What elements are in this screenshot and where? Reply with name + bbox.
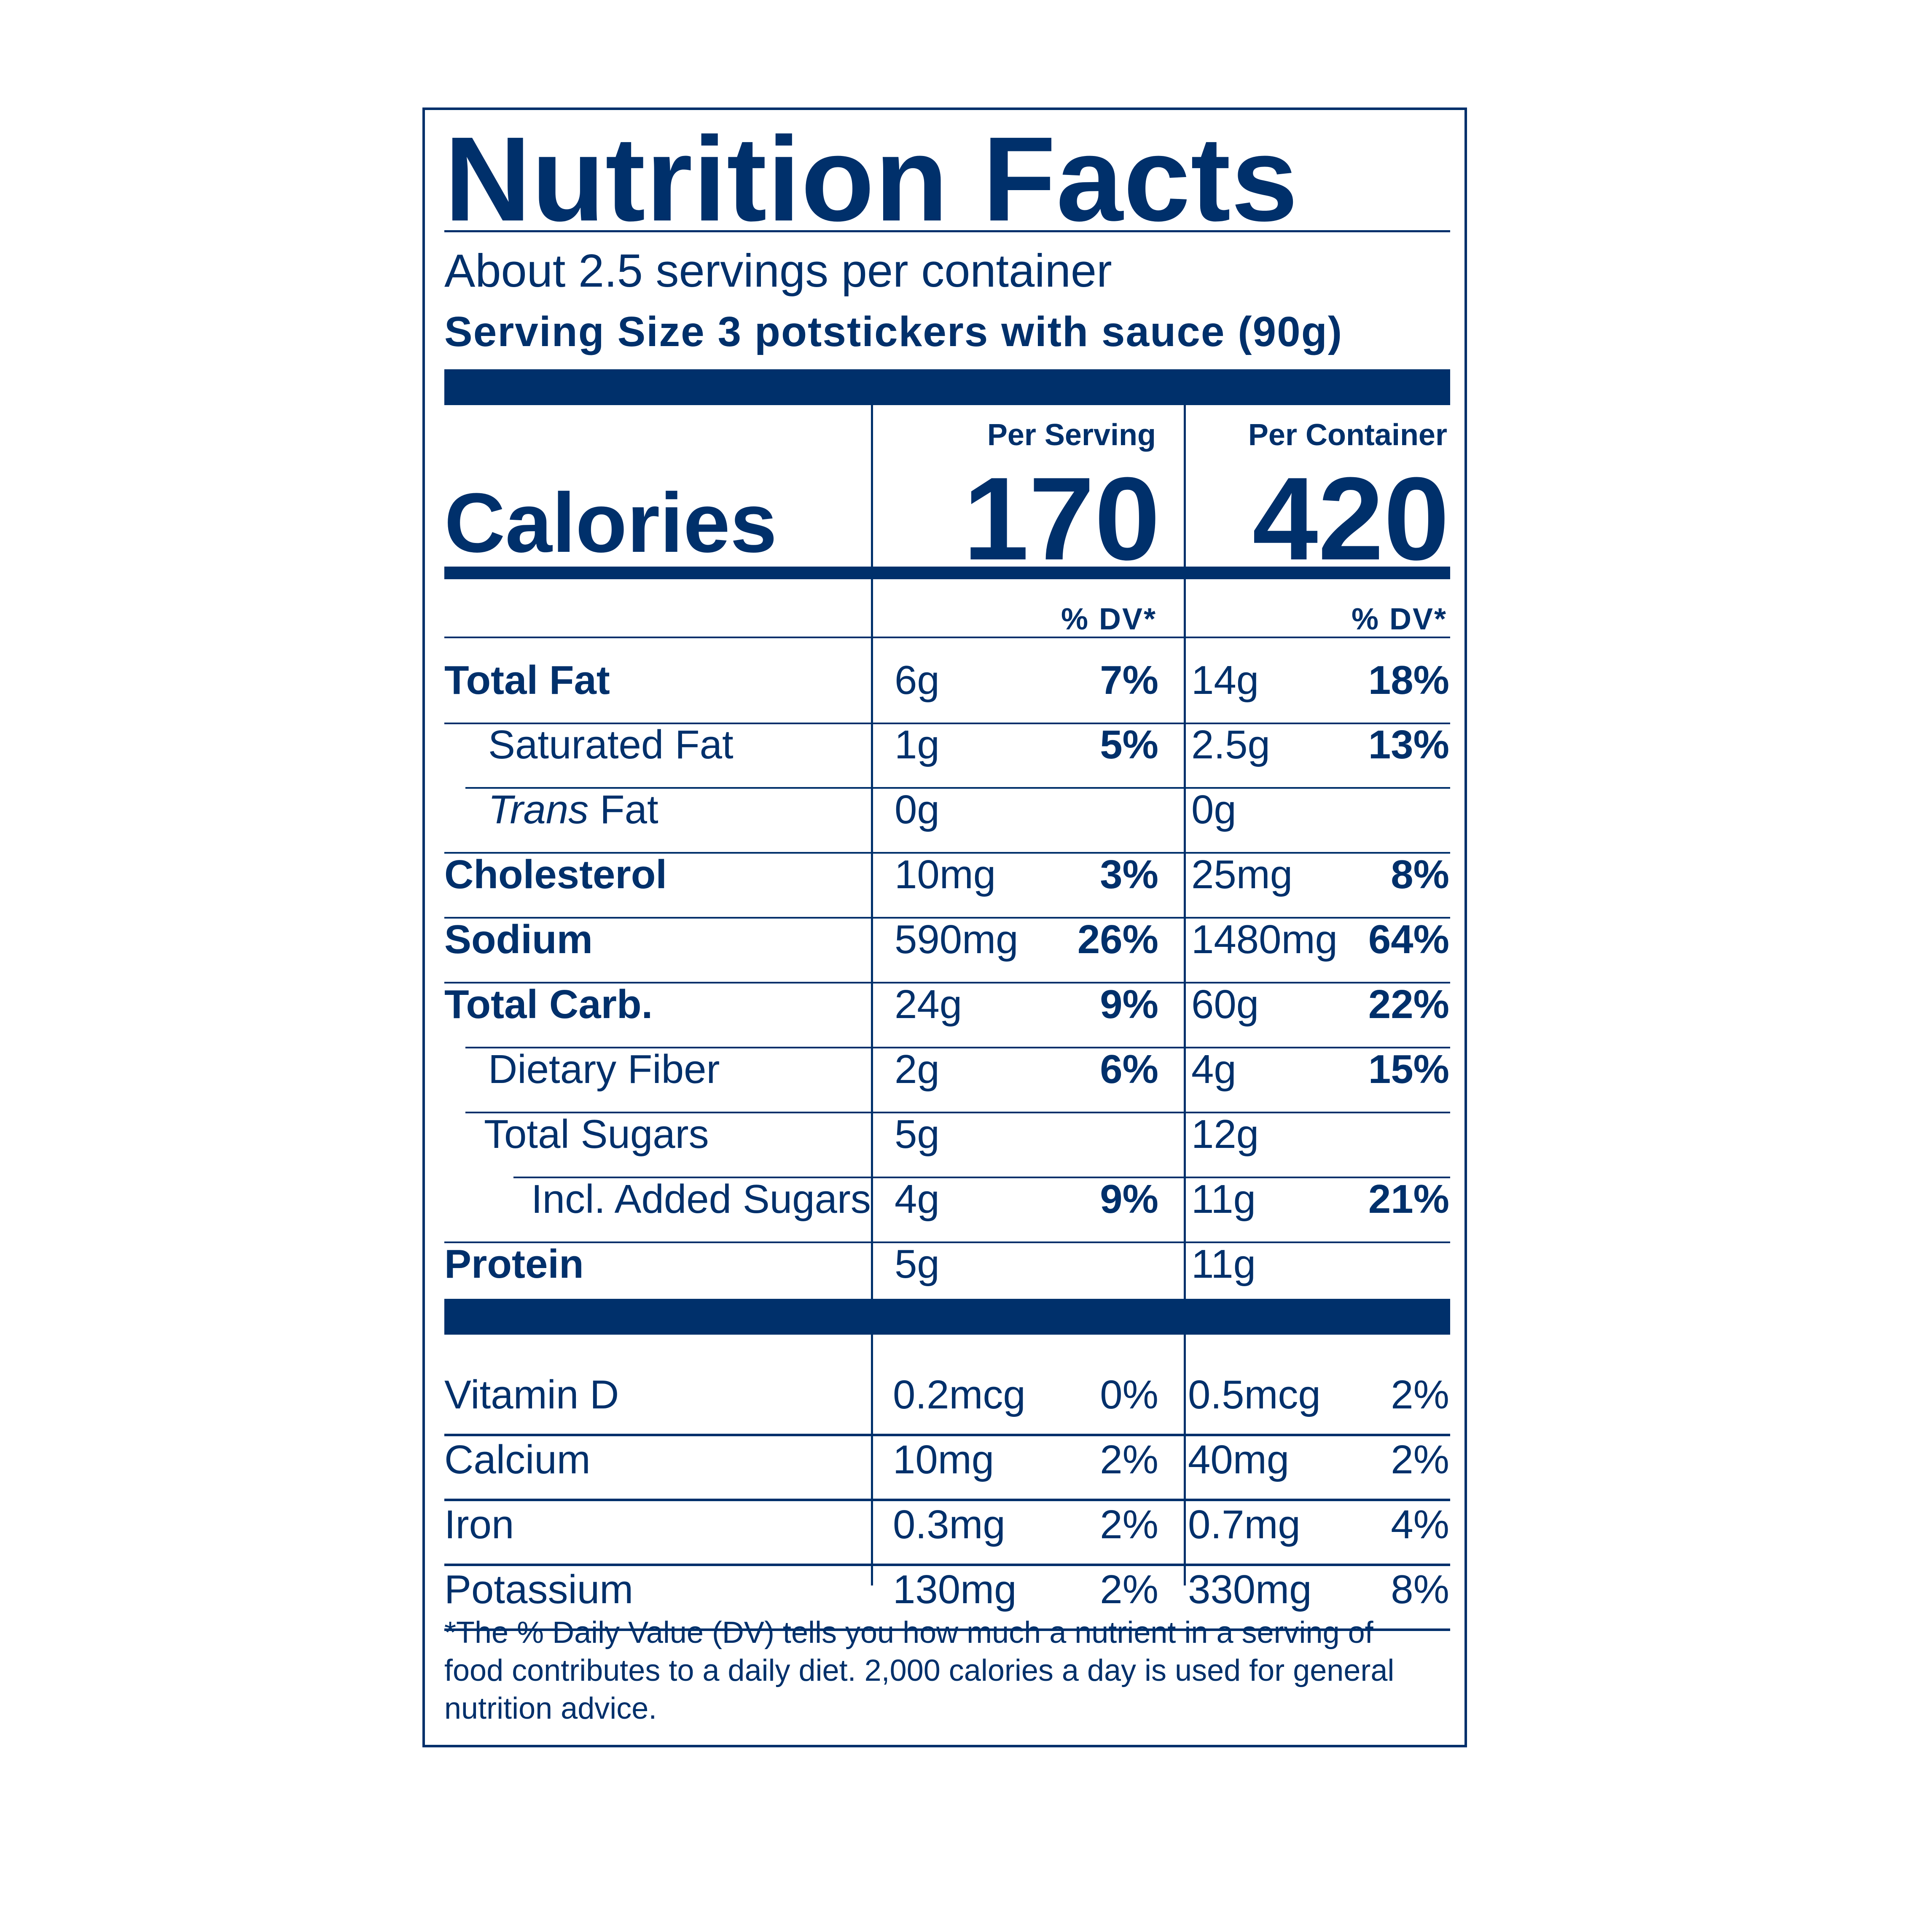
- nutrient-name: Incl. Added Sugars: [531, 1177, 871, 1222]
- container-dv: 15%: [1368, 1047, 1449, 1092]
- serving-amount: 10mg: [895, 852, 996, 897]
- vitamin-row-divider: [444, 1628, 1450, 1631]
- vitamin-row-divider: [444, 1499, 1450, 1501]
- thick-divider-vitamins: [444, 1299, 1450, 1335]
- serving-dv: 9%: [1100, 982, 1158, 1027]
- nutrient-name: Cholesterol: [444, 852, 667, 897]
- row-divider: [444, 1241, 1450, 1243]
- serving-amount: 24g: [895, 982, 962, 1027]
- nutrient-name-italic: Trans: [488, 787, 589, 832]
- per-serving-header: Per Serving: [987, 418, 1156, 452]
- thick-divider-top: [444, 369, 1450, 405]
- container-amount: 11g: [1191, 1177, 1256, 1222]
- serving-dv: 5%: [1100, 722, 1158, 767]
- container-dv: 13%: [1368, 722, 1449, 767]
- nutrient-name: Protein: [444, 1241, 584, 1287]
- nutrition-facts-label: Nutrition Facts About 2.5 servings per c…: [422, 107, 1467, 1747]
- serving-size: Serving Size 3 potstickers with sauce (9…: [444, 308, 1343, 355]
- dv-header-container: % DV*: [1351, 602, 1447, 636]
- container-dv: 22%: [1368, 982, 1449, 1027]
- vitamin-container-amount: 40mg: [1188, 1437, 1290, 1482]
- nutrient-name: Trans Fat: [488, 790, 658, 830]
- serving-amount: 5g: [895, 1241, 940, 1287]
- container-amount: 4g: [1191, 1047, 1236, 1092]
- servings-per-container: About 2.5 servings per container: [444, 245, 1112, 297]
- serving-dv: 9%: [1100, 1177, 1158, 1222]
- serving-dv: 26%: [1077, 917, 1158, 962]
- column-divider-serving: [871, 405, 873, 1585]
- nutrient-name: Saturated Fat: [488, 722, 734, 767]
- vitamin-container-dv: 4%: [1391, 1502, 1449, 1547]
- row-divider: [465, 787, 1450, 789]
- nutrient-name: Dietary Fiber: [488, 1047, 720, 1092]
- container-amount: 11g: [1191, 1241, 1256, 1287]
- vitamin-row-divider: [444, 1564, 1450, 1566]
- serving-amount: 2g: [895, 1047, 940, 1092]
- row-divider: [444, 917, 1450, 919]
- vitamin-row-divider: [444, 1434, 1450, 1436]
- container-amount: 1480mg: [1191, 917, 1338, 962]
- container-amount: 0g: [1191, 787, 1236, 832]
- nutrient-name: Total Carb.: [444, 982, 653, 1027]
- container-dv: 18%: [1368, 658, 1449, 703]
- nutrient-name: Total Fat: [444, 658, 610, 703]
- container-amount: 2.5g: [1191, 722, 1270, 767]
- vitamin-container-dv: 2%: [1391, 1372, 1449, 1417]
- serving-amount: 4g: [895, 1177, 940, 1222]
- vitamin-container-amount: 0.5mcg: [1188, 1372, 1321, 1417]
- per-container-header: Per Container: [1248, 418, 1447, 452]
- serving-amount: 5g: [895, 1112, 940, 1157]
- calories-per-container: 420: [1252, 453, 1449, 585]
- vitamin-name: Iron: [444, 1502, 514, 1547]
- container-amount: 14g: [1191, 658, 1259, 703]
- vitamin-container-dv: 2%: [1391, 1437, 1449, 1482]
- label-title: Nutrition Facts: [444, 112, 1298, 246]
- vitamin-serving-amount: 0.3mg: [893, 1502, 1005, 1547]
- vitamin-serving-amount: 130mg: [893, 1567, 1017, 1612]
- title-divider: [444, 230, 1450, 232]
- vitamin-serving-amount: 0.2mcg: [893, 1372, 1026, 1417]
- calories-per-serving: 170: [963, 453, 1160, 585]
- vitamin-container-dv: 8%: [1391, 1567, 1449, 1612]
- container-dv: 64%: [1368, 917, 1449, 962]
- container-dv: 21%: [1368, 1177, 1449, 1222]
- vitamin-serving-dv: 2%: [1100, 1437, 1158, 1482]
- nutrient-name: Total Sugars: [484, 1112, 709, 1157]
- serving-amount: 590mg: [895, 917, 1018, 962]
- row-divider: [444, 982, 1450, 983]
- vitamin-serving-amount: 10mg: [893, 1437, 994, 1482]
- nutrient-name: Sodium: [444, 917, 593, 962]
- container-amount: 25mg: [1191, 852, 1293, 897]
- calories-label: Calories: [444, 476, 777, 570]
- serving-dv: 7%: [1100, 658, 1158, 703]
- row-divider: [465, 1047, 1450, 1048]
- serving-amount: 0g: [895, 787, 940, 832]
- vitamin-name: Vitamin D: [444, 1372, 619, 1417]
- row-divider: [444, 723, 1450, 724]
- row-divider: [513, 1177, 1450, 1178]
- serving-dv: 6%: [1100, 1047, 1158, 1092]
- serving-amount: 6g: [895, 658, 940, 703]
- vitamin-name: Calcium: [444, 1437, 591, 1482]
- nutrient-name-rest: Fat: [588, 787, 658, 832]
- vitamin-serving-dv: 2%: [1100, 1567, 1158, 1612]
- vitamin-container-amount: 0.7mg: [1188, 1502, 1301, 1547]
- dv-header-serving: % DV*: [1061, 602, 1157, 636]
- vitamin-container-amount: 330mg: [1188, 1567, 1312, 1612]
- daily-value-footnote: *The % Daily Value (DV) tells you how mu…: [444, 1616, 1395, 1725]
- serving-amount: 1g: [895, 722, 940, 767]
- vitamin-name: Potassium: [444, 1567, 634, 1612]
- vitamin-serving-dv: 0%: [1100, 1372, 1158, 1417]
- vitamin-serving-dv: 2%: [1100, 1502, 1158, 1547]
- container-amount: 60g: [1191, 982, 1259, 1027]
- row-divider: [444, 637, 1450, 638]
- row-divider: [444, 852, 1450, 854]
- container-amount: 12g: [1191, 1112, 1259, 1157]
- column-divider-container: [1184, 405, 1186, 1585]
- thick-divider-calories: [444, 567, 1450, 579]
- serving-dv: 3%: [1100, 852, 1158, 897]
- container-dv: 8%: [1391, 852, 1449, 897]
- row-divider: [465, 1112, 1450, 1113]
